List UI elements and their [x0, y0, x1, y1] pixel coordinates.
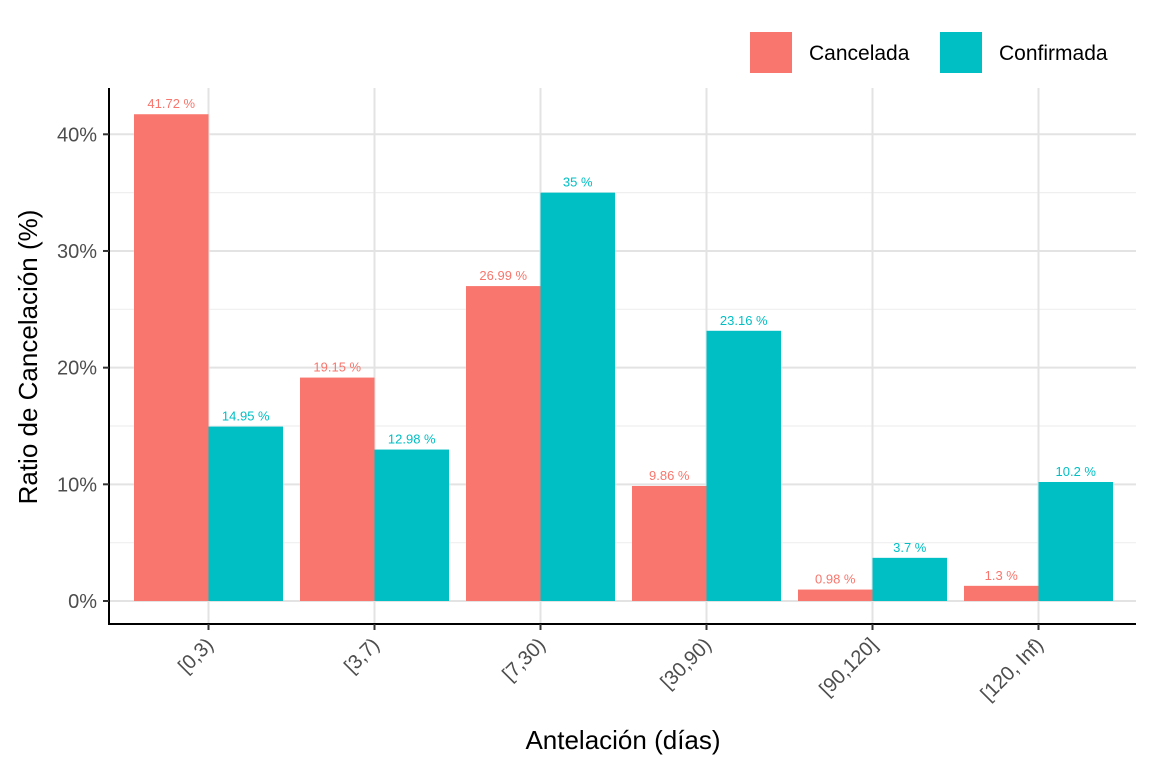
x-tick-label: [120, Inf): [977, 634, 1048, 705]
data-label: 9.86 %: [649, 468, 690, 483]
x-tick-label: [3,7): [340, 634, 384, 678]
data-label: 10.2 %: [1056, 464, 1097, 479]
data-label: 35 %: [563, 175, 593, 190]
data-label: 3.7 %: [893, 540, 927, 555]
y-tick-label: 10%: [57, 474, 97, 496]
bar-confirmada-0: [208, 426, 283, 601]
x-tick-label: [90,120]: [815, 634, 882, 701]
x-axis-title: Antelación (días): [525, 725, 720, 755]
bar-cancelada-1: [300, 377, 375, 601]
bar-cancelada-5: [964, 585, 1039, 601]
bar-confirmada-4: [872, 557, 947, 601]
data-label: 12.98 %: [388, 432, 436, 447]
data-label: 23.16 %: [720, 313, 768, 328]
data-label: 19.15 %: [313, 360, 361, 375]
bar-cancelada-0: [134, 114, 209, 601]
data-label: 26.99 %: [479, 268, 527, 283]
legend-key-cancelada: [750, 32, 792, 73]
y-axis-title: Ratio de Cancelación (%): [13, 210, 43, 505]
bar-confirmada-1: [374, 449, 449, 601]
bar-cancelada-3: [632, 485, 707, 601]
data-label: 14.95 %: [222, 409, 270, 424]
legend-key-confirmada: [940, 32, 982, 73]
x-tick-label: [30,90): [656, 634, 716, 694]
legend-label-confirmada: Confirmada: [999, 42, 1108, 65]
data-label: 41.72 %: [147, 96, 195, 111]
bar-confirmada-3: [706, 330, 781, 601]
bar-cancelada-4: [798, 589, 873, 601]
x-tick-label: [7,30): [498, 634, 550, 686]
bar-cancelada-2: [466, 286, 541, 601]
y-tick-label: 30%: [57, 241, 97, 263]
data-label: 0.98 %: [815, 572, 856, 587]
y-tick-label: 20%: [57, 358, 97, 380]
data-label: 1.3 %: [985, 568, 1019, 583]
legend-label-cancelada: Cancelada: [809, 42, 910, 65]
y-tick-label: 40%: [57, 124, 97, 146]
y-tick-label: 0%: [68, 591, 97, 613]
bar-confirmada-5: [1038, 481, 1113, 601]
bar-confirmada-2: [540, 192, 615, 601]
x-tick-label: [0,3): [174, 634, 218, 678]
